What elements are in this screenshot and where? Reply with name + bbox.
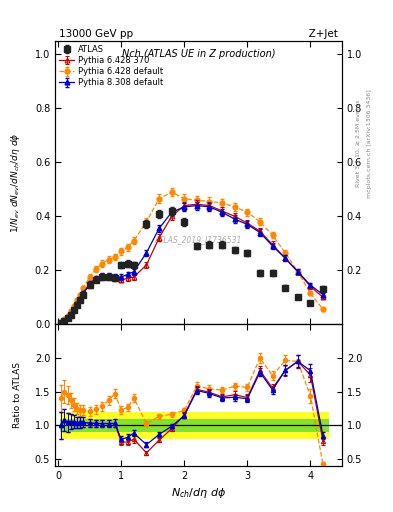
Y-axis label: Ratio to ATLAS: Ratio to ATLAS [13, 362, 22, 428]
Legend: ATLAS, Pythia 6.428 370, Pythia 6.428 default, Pythia 8.308 default: ATLAS, Pythia 6.428 370, Pythia 6.428 de… [57, 44, 164, 89]
Text: ATLAS_2019_I1736531: ATLAS_2019_I1736531 [155, 235, 242, 244]
Title: 13000 GeV pp                                                      Z+Jet: 13000 GeV pp Z+Jet [59, 29, 338, 39]
X-axis label: $N_{ch}/d\eta\ d\phi$: $N_{ch}/d\eta\ d\phi$ [171, 486, 226, 500]
Text: Rivet 3.1.10, ≥ 2.5M events: Rivet 3.1.10, ≥ 2.5M events [356, 100, 361, 187]
Y-axis label: $1/N_{ev}\ dN_{ev}/dN_{ch}/d\eta\ d\phi$: $1/N_{ev}\ dN_{ev}/dN_{ch}/d\eta\ d\phi$ [9, 133, 22, 233]
Text: Nch (ATLAS UE in Z production): Nch (ATLAS UE in Z production) [122, 50, 275, 59]
Text: mcplots.cern.ch [arXiv:1306.3436]: mcplots.cern.ch [arXiv:1306.3436] [367, 89, 373, 198]
